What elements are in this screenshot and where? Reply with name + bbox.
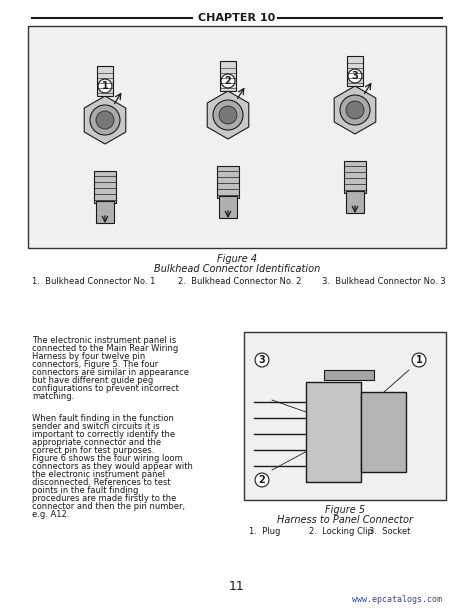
Text: the electronic instrument panel: the electronic instrument panel (32, 470, 165, 479)
Text: disconnected. References to test: disconnected. References to test (32, 478, 171, 487)
Bar (361, 392, 406, 472)
Polygon shape (334, 86, 376, 134)
Text: 2.  Bulkhead Connector No. 2: 2. Bulkhead Connector No. 2 (178, 276, 301, 285)
Bar (306, 382, 361, 482)
Text: 3.  Bulkhead Connector No. 3: 3. Bulkhead Connector No. 3 (322, 276, 446, 285)
Circle shape (346, 101, 364, 119)
Text: e.g. A12.: e.g. A12. (32, 510, 69, 519)
Text: 2.  Locking Clip: 2. Locking Clip (309, 528, 373, 537)
Text: Figure 4: Figure 4 (217, 254, 257, 264)
Text: Harness to Panel Connector: Harness to Panel Connector (277, 515, 413, 525)
Bar (94, 171, 116, 203)
Bar (217, 166, 239, 198)
Text: correct pin for test purposes.: correct pin for test purposes. (32, 446, 155, 455)
Text: configurations to prevent incorrect: configurations to prevent incorrect (32, 384, 179, 393)
Circle shape (213, 100, 243, 130)
Text: important to correctly identify the: important to correctly identify the (32, 430, 175, 439)
Text: 2: 2 (225, 76, 231, 86)
Circle shape (340, 95, 370, 125)
Bar (97, 66, 113, 96)
Text: CHAPTER 10: CHAPTER 10 (199, 13, 275, 23)
Bar (28, 26, 446, 248)
Text: connectors, Figure 5. The four: connectors, Figure 5. The four (32, 360, 158, 369)
Text: connectors are similar in appearance: connectors are similar in appearance (32, 368, 189, 377)
Text: 1: 1 (416, 355, 422, 365)
Text: matching.: matching. (32, 392, 74, 401)
Bar (346, 191, 364, 213)
Text: points in the fault finding: points in the fault finding (32, 486, 138, 495)
Text: 3.  Socket: 3. Socket (369, 528, 410, 537)
Polygon shape (207, 91, 249, 139)
Text: 3: 3 (259, 355, 265, 365)
Text: When fault finding in the function: When fault finding in the function (32, 414, 174, 423)
Text: appropriate connector and the: appropriate connector and the (32, 438, 161, 447)
Text: Bulkhead Connector Identification: Bulkhead Connector Identification (154, 264, 320, 274)
Text: sender and switch circuits it is: sender and switch circuits it is (32, 422, 160, 431)
Bar (347, 56, 363, 86)
Circle shape (90, 105, 120, 135)
Text: connector and then the pin number,: connector and then the pin number, (32, 502, 185, 511)
Text: 1: 1 (101, 81, 109, 91)
Bar (219, 196, 237, 218)
Text: Harness by four twelve pin: Harness by four twelve pin (32, 352, 145, 361)
Bar (244, 332, 446, 500)
Text: 2: 2 (259, 475, 265, 485)
Circle shape (219, 106, 237, 124)
Bar (344, 161, 366, 193)
Text: connected to the Main Rear Wiring: connected to the Main Rear Wiring (32, 344, 178, 353)
Text: 1.  Bulkhead Connector No. 1: 1. Bulkhead Connector No. 1 (32, 276, 155, 285)
Text: Figure 6 shows the four wiring loom: Figure 6 shows the four wiring loom (32, 454, 183, 463)
Bar (96, 201, 114, 223)
Text: 1.  Plug: 1. Plug (249, 528, 281, 537)
Bar (220, 61, 236, 91)
Text: The electronic instrument panel is: The electronic instrument panel is (32, 336, 176, 345)
Text: procedures are made firstly to the: procedures are made firstly to the (32, 494, 176, 503)
Text: www.epcatalogs.com: www.epcatalogs.com (352, 595, 442, 605)
Text: Figure 5: Figure 5 (325, 505, 365, 515)
Text: 11: 11 (229, 581, 245, 594)
Polygon shape (84, 96, 126, 144)
Text: 3: 3 (352, 71, 358, 81)
Circle shape (96, 111, 114, 129)
Text: connectors as they would appear with: connectors as they would appear with (32, 462, 193, 471)
Text: but have different guide peg: but have different guide peg (32, 376, 153, 385)
Bar (324, 370, 374, 380)
